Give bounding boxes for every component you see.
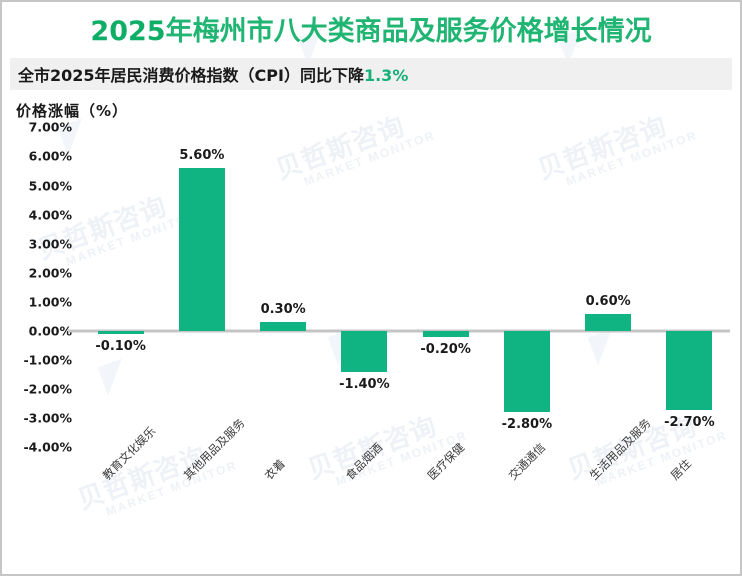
bar-value-label: 5.60% — [179, 148, 225, 164]
subtitle-banner: 全市2025年居民消费价格指数（CPI）同比下降1.3% — [10, 58, 732, 91]
x-axis-labels: 教育文化娱乐 其他用品及服务 衣着 食品烟酒 医疗保健 交通通信 生活用品及服务 居住 — [80, 416, 730, 572]
bar[interactable] — [178, 168, 225, 332]
bar-group[interactable]: -2.70% — [649, 127, 730, 447]
bar[interactable] — [97, 331, 144, 335]
y-axis-tick: -4.00% — [23, 439, 72, 455]
bar-value-label: -2.70% — [664, 414, 715, 430]
bar[interactable] — [585, 313, 632, 332]
bar-value-label: 0.60% — [585, 293, 631, 309]
plot-area: 7.00% 6.00% 5.00% 4.00% 3.00% 2.00% 1.00% 0.00%… — [2, 120, 740, 455]
bar-group[interactable]: 0.60% — [568, 127, 649, 447]
y-axis-tick: -2.00% — [23, 381, 72, 397]
y-axis-tick: 3.00% — [28, 236, 72, 252]
y-axis-tick: 5.00% — [28, 178, 72, 194]
x-axis-label: 衣着 — [261, 456, 288, 483]
subtitle-text: 全市2025年居民消费价格指数（CPI）同比下降 — [18, 66, 364, 86]
bar-value-label: -1.40% — [339, 376, 390, 392]
page-title: 2025年梅州市八大类商品及服务价格增长情况 — [2, 16, 740, 48]
bar-group[interactable]: -0.20% — [405, 127, 486, 447]
zero-baseline — [68, 329, 730, 333]
title-year: 2025 — [90, 16, 166, 47]
bar[interactable] — [341, 331, 388, 372]
bar[interactable] — [260, 322, 307, 332]
bar-group[interactable]: -1.40% — [324, 127, 405, 447]
bar-value-label: 0.30% — [260, 302, 306, 318]
bar-group[interactable]: -0.10% — [80, 127, 161, 447]
bar[interactable] — [666, 331, 713, 410]
bar-group[interactable]: 5.60% — [161, 127, 242, 447]
y-axis-tick: 7.00% — [28, 119, 72, 135]
bar-value-label: -0.10% — [95, 339, 146, 355]
y-axis-tick: -1.00% — [23, 352, 72, 368]
bar[interactable] — [503, 331, 550, 413]
y-axis-tick: 6.00% — [28, 148, 72, 164]
bar[interactable] — [422, 331, 469, 337]
bars-container: -0.10% 5.60% 0.30% -1.40% -0.20% -2.80% 0.60% -… — [68, 127, 730, 447]
y-axis-tick: 4.00% — [28, 207, 72, 223]
y-axis-tick: 1.00% — [28, 294, 72, 310]
bar-group[interactable]: -2.80% — [486, 127, 567, 447]
x-axis-label: 居住 — [668, 456, 695, 483]
bar-value-label: -2.80% — [501, 417, 553, 433]
bar-group[interactable]: 0.30% — [243, 127, 324, 447]
title-rest: 年梅州市八大类商品及服务价格增长情况 — [165, 16, 652, 47]
y-axis-tick: -3.00% — [23, 410, 72, 426]
subtitle-highlight: 1.3% — [363, 66, 409, 86]
y-axis-tick: 2.00% — [28, 265, 72, 281]
y-axis-tick: 0.00% — [28, 323, 72, 339]
bar-value-label: -0.20% — [420, 341, 471, 357]
y-axis-title: 价格涨幅（%） — [16, 102, 129, 121]
